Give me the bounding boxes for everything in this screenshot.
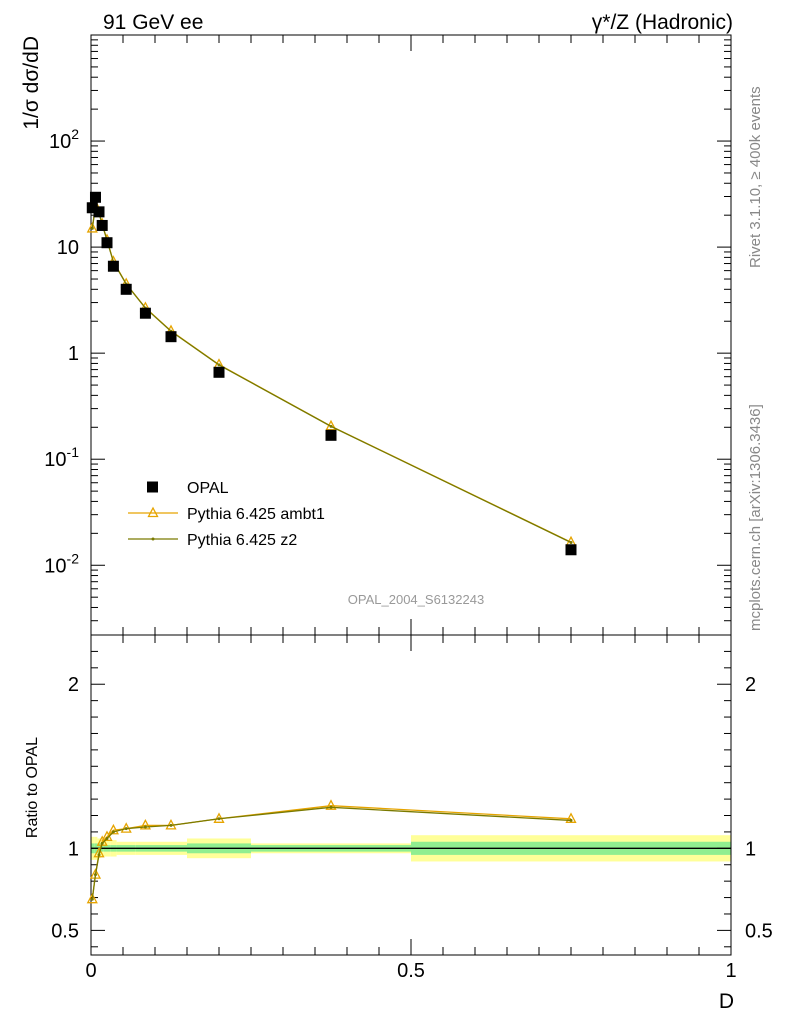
x-tick-label: 0 [85, 960, 96, 982]
y-tick-label-exponent: 2 [71, 126, 79, 142]
data-point [86, 202, 98, 214]
data-point [569, 540, 573, 544]
data-point [565, 544, 577, 556]
data-point [93, 206, 105, 218]
main-plot-ticks: 10-2 10-1 1 10 102 [44, 35, 732, 635]
ratio-plot-frame [90, 634, 732, 956]
data-point [565, 812, 577, 823]
data-point [139, 818, 151, 830]
data-point [169, 823, 173, 827]
uncertainty-bands [91, 835, 731, 862]
ratio-plot-panel: 0.5 0.5 1 1 2 2 0 0.5 1 Ratio to OPAL D [24, 634, 773, 1013]
y-tick-label: 1 [68, 343, 79, 365]
legend-label: Pythia 6.425 z2 [187, 532, 297, 549]
data-point [329, 424, 333, 428]
y-tick-label: 102 [49, 126, 79, 153]
data-point [329, 805, 333, 809]
data-point [217, 817, 221, 821]
legend-marker [147, 506, 159, 518]
legend-label: OPAL [187, 480, 229, 497]
data-point [89, 191, 101, 203]
data-point [86, 222, 98, 233]
data-point [111, 830, 115, 834]
x-axis-label: D [719, 990, 734, 1013]
header-right-label: γ*/Z (Hadronic) [592, 11, 733, 34]
ratio-y-tick-label-right: 0.5 [745, 920, 773, 942]
series-line [91, 806, 572, 900]
data-point [325, 429, 337, 441]
data-point [569, 818, 573, 822]
data-point [100, 841, 104, 845]
data-point [165, 331, 177, 343]
data-point [213, 366, 225, 378]
x-tick-label: 1 [725, 960, 736, 982]
data-point [107, 260, 119, 272]
x-tick-label: 0.5 [397, 960, 425, 982]
header-left-label: 91 GeV ee [103, 11, 203, 34]
y-tick-label: 10 [57, 237, 79, 259]
analysis-watermark: OPAL_2004_S6132243 [348, 592, 484, 607]
main-y-axis-label: 1/σ dσ/dD [20, 36, 43, 130]
ratio-plot-data [86, 799, 577, 904]
data-point [86, 892, 98, 904]
legend-marker [147, 481, 158, 493]
mcplots-reference-label: mcplots.cern.ch [arXiv:1306.3436] [747, 404, 764, 631]
ratio-y-tick-label: 0.5 [51, 920, 79, 942]
data-point [105, 836, 109, 840]
ratio-y-tick-label: 2 [68, 674, 79, 696]
main-plot-panel: 10-2 10-1 1 10 102 OPAL_2004_S6132243 1/σ dσ… [20, 34, 732, 636]
ratio-y-tick-label-right: 1 [745, 838, 756, 860]
rivet-version-label: Rivet 3.1.10, ≥ 400k events [747, 86, 764, 268]
ratio-y-axis-label: Ratio to OPAL [24, 737, 41, 838]
ratio-plot-ticks: 0.5 0.5 1 1 2 2 0 0.5 1 [51, 635, 773, 982]
ratio-y-tick-label: 1 [68, 838, 79, 860]
data-point [139, 307, 151, 319]
data-point [90, 226, 94, 230]
data-point [217, 363, 221, 367]
main-plot-data [86, 191, 577, 556]
data-point [325, 799, 337, 810]
data-point [96, 219, 108, 231]
legend-label: Pythia 6.425 ambt1 [187, 506, 325, 523]
ratio-y-tick-label-right: 2 [745, 674, 756, 696]
data-point [90, 897, 94, 901]
data-point [143, 825, 147, 829]
data-point [93, 873, 97, 877]
data-point [120, 283, 132, 295]
data-point [101, 237, 113, 249]
series-line [91, 204, 572, 544]
series-line [91, 203, 572, 543]
y-tick-label: 10-1 [44, 444, 79, 471]
data-point [107, 823, 119, 835]
y-tick-label: 10-2 [44, 550, 79, 577]
data-point [124, 827, 128, 831]
data-point [97, 853, 101, 857]
y-tick-label-exponent: -1 [67, 444, 80, 460]
legend-marker [151, 537, 155, 541]
y-tick-label-exponent: -2 [67, 550, 80, 566]
legend: OPAL Pythia 6.425 ambt1 Pythia 6.425 z2 [128, 480, 325, 549]
